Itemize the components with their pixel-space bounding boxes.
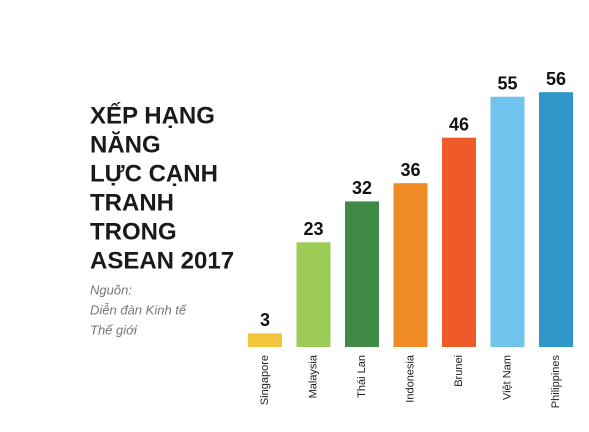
bar [248,333,282,347]
bar [393,183,428,347]
value-label: 55 [497,73,517,93]
x-tick-label: Việt Nam [501,355,513,400]
chart-title: LỰC CẠNH [90,160,218,187]
x-tick-label: Malaysia [307,354,319,398]
bar [442,137,476,347]
value-label: 32 [352,178,372,198]
x-tick-label: Thái Lan [356,355,368,398]
value-label: 56 [546,69,566,89]
bar [490,96,525,347]
source-note: Diễn đàn Kinh tế [90,302,187,317]
chart-title: ASEAN 2017 [90,247,234,274]
source-note: Thế giới [90,322,138,337]
bar [539,92,573,348]
bar [296,242,331,347]
chart-title: TRONG [90,218,177,245]
source-note: Nguồn: [90,282,132,297]
chart-title: TRANH [90,189,174,216]
value-label: 3 [260,310,270,330]
x-tick-label: Brunei [453,355,465,387]
chart-title: NĂNG [90,130,161,158]
bar [345,201,379,347]
value-label: 36 [400,160,420,180]
x-tick-label: Singapore [259,355,271,405]
value-label: 46 [449,114,469,134]
value-label: 23 [303,219,323,239]
chart-title: XẾP HẠNG [90,101,215,129]
x-tick-label: Philippines [550,355,562,409]
x-tick-label: Indonesia [404,354,416,403]
